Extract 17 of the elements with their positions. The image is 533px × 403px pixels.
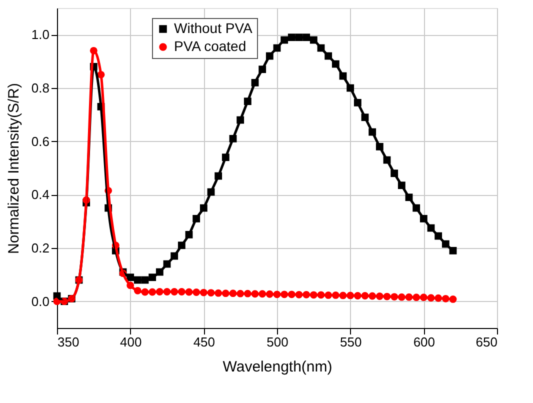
y-axis-title: Normalized Intensity(S/R) [5,83,22,254]
x-tick-label: 400 [120,334,142,350]
x-tick-label: 500 [266,334,288,350]
y-tick-label: 0.6 [31,134,50,149]
x-tick-label: 450 [193,334,216,350]
x-tick-label: 350 [58,334,80,350]
y-tick-label: 0.0 [31,294,50,309]
legend-label: Without PVA [174,20,253,36]
y-tick-label: 0.8 [31,80,50,96]
y-tick-label: 1.0 [31,27,50,42]
y-tick-label: 0.4 [31,187,50,202]
x-tick-label: 650 [476,334,498,350]
x-tick-label: 550 [340,334,362,350]
legend-label: PVA coated [174,38,246,54]
x-tick-label: 600 [413,334,436,350]
y-tick-label: 0.2 [31,240,50,256]
x-axis-title: Wavelength(nm) [222,358,332,376]
